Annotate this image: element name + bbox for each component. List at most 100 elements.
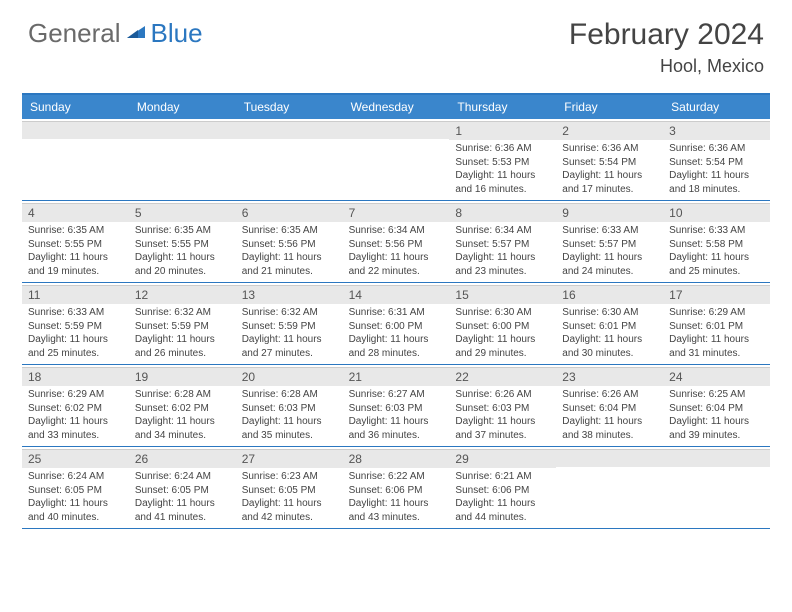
sunrise-text: Sunrise: 6:33 AM bbox=[562, 224, 657, 238]
sunset-text: Sunset: 6:05 PM bbox=[242, 484, 337, 498]
daylight-text: Daylight: 11 hours and 30 minutes. bbox=[562, 333, 657, 360]
day-number: 18 bbox=[22, 367, 129, 386]
sunset-text: Sunset: 6:05 PM bbox=[28, 484, 123, 498]
day-cell: 1 Sunrise: 6:36 AMSunset: 5:53 PMDaylight… bbox=[449, 119, 556, 200]
sunset-text: Sunset: 5:53 PM bbox=[455, 156, 550, 170]
sunset-text: Sunset: 5:57 PM bbox=[455, 238, 550, 252]
sunrise-text: Sunrise: 6:24 AM bbox=[28, 470, 123, 484]
daylight-text: Daylight: 11 hours and 25 minutes. bbox=[669, 251, 764, 278]
day-number: 12 bbox=[129, 285, 236, 304]
sunrise-text: Sunrise: 6:29 AM bbox=[28, 388, 123, 402]
day-info: Sunrise: 6:22 AMSunset: 6:06 PMDaylight:… bbox=[349, 470, 444, 524]
day-info: Sunrise: 6:33 AMSunset: 5:59 PMDaylight:… bbox=[28, 306, 123, 360]
day-cell: 26Sunrise: 6:24 AMSunset: 6:05 PMDayligh… bbox=[129, 447, 236, 528]
day-info: Sunrise: 6:28 AMSunset: 6:03 PMDaylight:… bbox=[242, 388, 337, 442]
sunrise-text: Sunrise: 6:22 AM bbox=[349, 470, 444, 484]
day-number: 7 bbox=[343, 203, 450, 222]
day-cell: 20Sunrise: 6:28 AMSunset: 6:03 PMDayligh… bbox=[236, 365, 343, 446]
day-info: Sunrise: 6:21 AMSunset: 6:06 PMDaylight:… bbox=[455, 470, 550, 524]
sunset-text: Sunset: 6:03 PM bbox=[242, 402, 337, 416]
sunset-text: Sunset: 6:01 PM bbox=[669, 320, 764, 334]
day-info: Sunrise: 6:32 AMSunset: 5:59 PMDaylight:… bbox=[242, 306, 337, 360]
day-info: Sunrise: 6:35 AMSunset: 5:55 PMDaylight:… bbox=[28, 224, 123, 278]
title-block: February 2024 Hool, Mexico bbox=[569, 18, 764, 77]
sunset-text: Sunset: 6:04 PM bbox=[669, 402, 764, 416]
day-cell bbox=[22, 119, 129, 200]
day-number: 3 bbox=[663, 121, 770, 140]
day-number: 2 bbox=[556, 121, 663, 140]
day-cell: 9Sunrise: 6:33 AMSunset: 5:57 PMDaylight… bbox=[556, 201, 663, 282]
sunrise-text: Sunrise: 6:25 AM bbox=[669, 388, 764, 402]
sunrise-text: Sunrise: 6:32 AM bbox=[135, 306, 230, 320]
page-title: February 2024 bbox=[569, 18, 764, 52]
sunrise-text: Sunrise: 6:36 AM bbox=[669, 142, 764, 156]
sunrise-text: Sunrise: 6:29 AM bbox=[669, 306, 764, 320]
day-number: 9 bbox=[556, 203, 663, 222]
sunset-text: Sunset: 6:02 PM bbox=[28, 402, 123, 416]
brand-logo: General Blue bbox=[28, 18, 203, 49]
sunrise-text: Sunrise: 6:35 AM bbox=[242, 224, 337, 238]
day-cell: 2Sunrise: 6:36 AMSunset: 5:54 PMDaylight… bbox=[556, 119, 663, 200]
day-info: Sunrise: 6:36 AMSunset: 5:53 PMDaylight:… bbox=[455, 142, 550, 196]
sunset-text: Sunset: 5:56 PM bbox=[349, 238, 444, 252]
sunset-text: Sunset: 6:04 PM bbox=[562, 402, 657, 416]
daylight-text: Daylight: 11 hours and 31 minutes. bbox=[669, 333, 764, 360]
sunrise-text: Sunrise: 6:27 AM bbox=[349, 388, 444, 402]
day-number: 6 bbox=[236, 203, 343, 222]
day-cell: 25 Sunrise: 6:24 AMSunset: 6:05 PMDayligh… bbox=[22, 447, 129, 528]
daylight-text: Daylight: 11 hours and 33 minutes. bbox=[28, 415, 123, 442]
day-number: 1 bbox=[449, 121, 556, 140]
day-cell: 4Sunrise: 6:35 AMSunset: 5:55 PMDaylight… bbox=[22, 201, 129, 282]
sunset-text: Sunset: 6:03 PM bbox=[349, 402, 444, 416]
sunrise-text: Sunrise: 6:33 AM bbox=[28, 306, 123, 320]
daylight-text: Daylight: 11 hours and 28 minutes. bbox=[349, 333, 444, 360]
day-info: Sunrise: 6:31 AMSunset: 6:00 PMDaylight:… bbox=[349, 306, 444, 360]
daylight-text: Daylight: 11 hours and 25 minutes. bbox=[28, 333, 123, 360]
sunset-text: Sunset: 6:02 PM bbox=[135, 402, 230, 416]
sunrise-text: Sunrise: 6:36 AM bbox=[562, 142, 657, 156]
day-number: 14 bbox=[343, 285, 450, 304]
weekday-header-cell: Thursday bbox=[449, 95, 556, 119]
daylight-text: Daylight: 11 hours and 23 minutes. bbox=[455, 251, 550, 278]
day-info: Sunrise: 6:29 AMSunset: 6:01 PMDaylight:… bbox=[669, 306, 764, 360]
sunset-text: Sunset: 6:06 PM bbox=[349, 484, 444, 498]
calendar-grid: SundayMondayTuesdayWednesdayThursdayFrid… bbox=[22, 93, 770, 529]
day-info: Sunrise: 6:24 AMSunset: 6:05 PMDaylight:… bbox=[135, 470, 230, 524]
daylight-text: Daylight: 11 hours and 21 minutes. bbox=[242, 251, 337, 278]
sunset-text: Sunset: 5:54 PM bbox=[562, 156, 657, 170]
day-number: 29 bbox=[449, 449, 556, 468]
day-number: 13 bbox=[236, 285, 343, 304]
day-info: Sunrise: 6:30 AMSunset: 6:00 PMDaylight:… bbox=[455, 306, 550, 360]
sunset-text: Sunset: 6:03 PM bbox=[455, 402, 550, 416]
day-cell: 23Sunrise: 6:26 AMSunset: 6:04 PMDayligh… bbox=[556, 365, 663, 446]
day-info: Sunrise: 6:28 AMSunset: 6:02 PMDaylight:… bbox=[135, 388, 230, 442]
day-info: Sunrise: 6:24 AMSunset: 6:05 PMDaylight:… bbox=[28, 470, 123, 524]
sunrise-text: Sunrise: 6:26 AM bbox=[455, 388, 550, 402]
sunset-text: Sunset: 5:58 PM bbox=[669, 238, 764, 252]
day-cell bbox=[556, 447, 663, 528]
day-info: Sunrise: 6:26 AMSunset: 6:03 PMDaylight:… bbox=[455, 388, 550, 442]
weeks-container: 1Sunrise: 6:36 AMSunset: 5:53 PMDaylight… bbox=[22, 119, 770, 529]
sunrise-text: Sunrise: 6:30 AM bbox=[562, 306, 657, 320]
week-row: 18Sunrise: 6:29 AMSunset: 6:02 PMDayligh… bbox=[22, 365, 770, 447]
day-info: Sunrise: 6:27 AMSunset: 6:03 PMDaylight:… bbox=[349, 388, 444, 442]
daylight-text: Daylight: 11 hours and 29 minutes. bbox=[455, 333, 550, 360]
daylight-text: Daylight: 11 hours and 20 minutes. bbox=[135, 251, 230, 278]
day-info: Sunrise: 6:23 AMSunset: 6:05 PMDaylight:… bbox=[242, 470, 337, 524]
day-number: 19 bbox=[129, 367, 236, 386]
page-header: General Blue February 2024 Hool, Mexico bbox=[0, 0, 792, 85]
day-cell: 11Sunrise: 6:33 AMSunset: 5:59 PMDayligh… bbox=[22, 283, 129, 364]
day-number-empty bbox=[556, 449, 663, 467]
brand-part2: Blue bbox=[151, 18, 203, 49]
daylight-text: Daylight: 11 hours and 16 minutes. bbox=[455, 169, 550, 196]
sunset-text: Sunset: 6:00 PM bbox=[349, 320, 444, 334]
sunset-text: Sunset: 6:05 PM bbox=[135, 484, 230, 498]
day-number: 8 bbox=[449, 203, 556, 222]
weekday-header-cell: Wednesday bbox=[343, 95, 450, 119]
daylight-text: Daylight: 11 hours and 42 minutes. bbox=[242, 497, 337, 524]
day-number: 25 bbox=[22, 449, 129, 468]
day-number-empty bbox=[236, 121, 343, 139]
day-cell: 8Sunrise: 6:34 AMSunset: 5:57 PMDaylight… bbox=[449, 201, 556, 282]
sunrise-text: Sunrise: 6:36 AM bbox=[455, 142, 550, 156]
day-cell: 3Sunrise: 6:36 AMSunset: 5:54 PMDaylight… bbox=[663, 119, 770, 200]
